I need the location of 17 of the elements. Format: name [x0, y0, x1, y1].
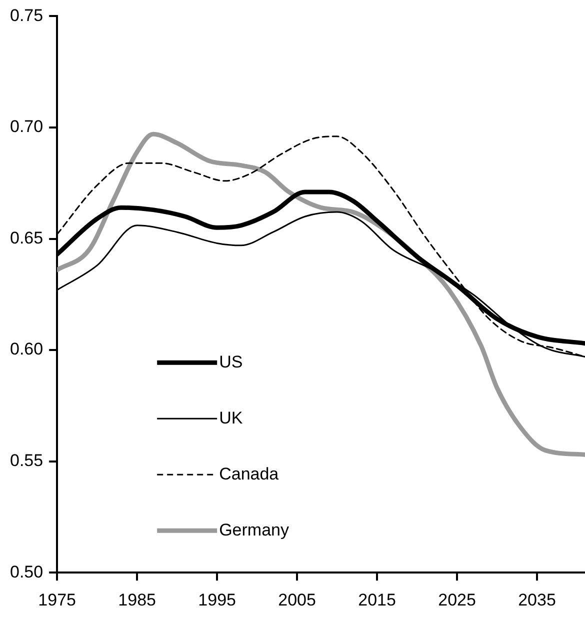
- x-tick-label: 1995: [198, 590, 236, 610]
- legend-label: US: [219, 352, 243, 372]
- y-tick-label: 0.60: [10, 340, 44, 359]
- y-tick-label: 0.50: [10, 562, 44, 582]
- legend-label: Canada: [219, 464, 280, 484]
- y-tick-label: 0.65: [10, 228, 44, 248]
- y-tick-label: 0.55: [10, 451, 44, 470]
- x-tick-label: 1985: [118, 590, 156, 610]
- x-tick-label: 2025: [438, 590, 476, 610]
- x-tick-label: 2015: [358, 590, 396, 610]
- legend-label: Germany: [219, 520, 290, 540]
- x-tick-label: 2035: [518, 590, 556, 610]
- x-tick-label: 1975: [38, 590, 76, 610]
- legend-label: UK: [219, 408, 244, 428]
- x-tick-label: 2005: [278, 590, 316, 610]
- y-tick-label: 0.70: [10, 117, 44, 136]
- y-tick-label: 0.75: [10, 6, 44, 25]
